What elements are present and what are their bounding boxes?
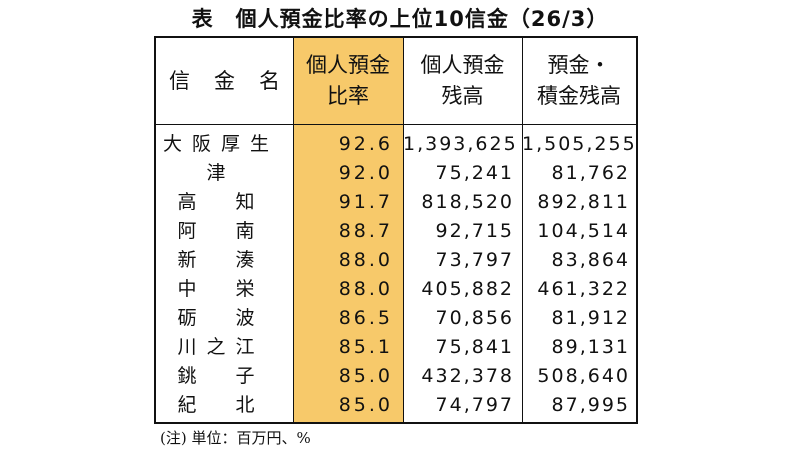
header-line: 預金・ [547,53,611,77]
bank-name-cell: 高 知 [177,191,265,213]
total-deposits-cell: 81,762 [551,162,630,184]
table-row: 高 知 91.7 818,520 892,811 [156,188,636,217]
header-personal-ratio: 個人預金 比率 [293,38,403,124]
header-bank-name: 信 金 名 [156,38,293,124]
header-divider [156,124,636,125]
personal-balance-cell: 92,715 [435,220,514,242]
header-bank-name-char: 金 [214,68,235,93]
total-deposits-cell: 508,640 [537,365,630,387]
header-bank-name-char: 名 [259,68,280,93]
header-line: 残高 [441,84,484,108]
ratio-cell: 88.7 [338,220,393,242]
total-deposits-cell: 461,322 [537,278,630,300]
bank-name-cell: 阿 南 [177,220,265,242]
ratio-cell: 85.0 [338,394,393,416]
column-divider [522,38,523,422]
personal-balance-cell: 1,393,625 [403,133,518,155]
total-deposits-cell: 104,514 [537,220,630,242]
bank-name-cell: 砺 波 [177,307,265,329]
personal-balance-cell: 74,797 [435,394,514,416]
column-divider [403,38,404,422]
ratio-column-highlight [293,38,403,422]
total-deposits-cell: 892,811 [537,191,630,213]
ratio-cell: 88.0 [338,249,393,271]
personal-balance-cell: 75,841 [435,336,514,358]
table-row: 川之江 85.1 75,841 89,131 [156,333,636,362]
deposit-ratio-table: 信 金 名 個人預金 比率 個人預金 残高 預金・ 積金残高 大阪厚生 92.6… [154,36,638,424]
ratio-cell: 88.0 [338,278,393,300]
ratio-cell: 92.0 [338,162,393,184]
bank-name-cell: 紀 北 [177,394,265,416]
table-title: 表 個人預金比率の上位10信金（26/3） [191,7,609,31]
table-row: 津 92.0 75,241 81,762 [156,159,636,188]
header-line: 比率 [327,84,369,108]
table-row: 新 湊 88.0 73,797 83,864 [156,246,636,275]
table-row: 砺 波 86.5 70,856 81,912 [156,304,636,333]
bank-name-cell: 銚 子 [177,365,265,387]
total-deposits-cell: 89,131 [551,336,630,358]
table-row: 大阪厚生 92.6 1,393,625 1,505,255 [156,130,636,159]
total-deposits-cell: 81,912 [551,307,630,329]
header-line: 積金残高 [537,84,621,108]
ratio-cell: 86.5 [338,307,393,329]
personal-balance-cell: 405,882 [421,278,514,300]
total-deposits-cell: 83,864 [551,249,630,271]
total-deposits-cell: 1,505,255 [522,133,637,155]
table-body: 大阪厚生 92.6 1,393,625 1,505,255 津 92.0 75,… [156,130,636,420]
unit-note: (注) 単位：百万円、% [160,429,311,447]
table-row: 中 栄 88.0 405,882 461,322 [156,275,636,304]
ratio-cell: 85.0 [338,365,393,387]
ratio-cell: 92.6 [338,133,393,155]
ratio-cell: 85.1 [338,336,393,358]
personal-balance-cell: 818,520 [421,191,514,213]
personal-balance-cell: 70,856 [435,307,514,329]
header-total-deposits: 預金・ 積金残高 [522,38,636,124]
ratio-cell: 91.7 [338,191,393,213]
bank-name-cell: 大阪厚生 [162,133,279,155]
column-divider [293,38,294,422]
total-deposits-cell: 87,995 [551,394,630,416]
table-row: 紀 北 85.0 74,797 87,995 [156,391,636,420]
table-row: 銚 子 85.0 432,378 508,640 [156,362,636,391]
personal-balance-cell: 75,241 [435,162,514,184]
header-line: 個人預金 [306,53,390,77]
bank-name-cell: 川之江 [177,336,265,358]
header-bank-name-char: 信 [169,68,190,93]
bank-name-cell: 新 湊 [177,249,265,271]
personal-balance-cell: 432,378 [421,365,514,387]
personal-balance-cell: 73,797 [435,249,514,271]
table-row: 阿 南 88.7 92,715 104,514 [156,217,636,246]
header-line: 個人預金 [420,53,505,77]
header-personal-balance: 個人預金 残高 [403,38,522,124]
bank-name-cell: 津 [206,162,236,184]
bank-name-cell: 中 栄 [177,278,265,300]
